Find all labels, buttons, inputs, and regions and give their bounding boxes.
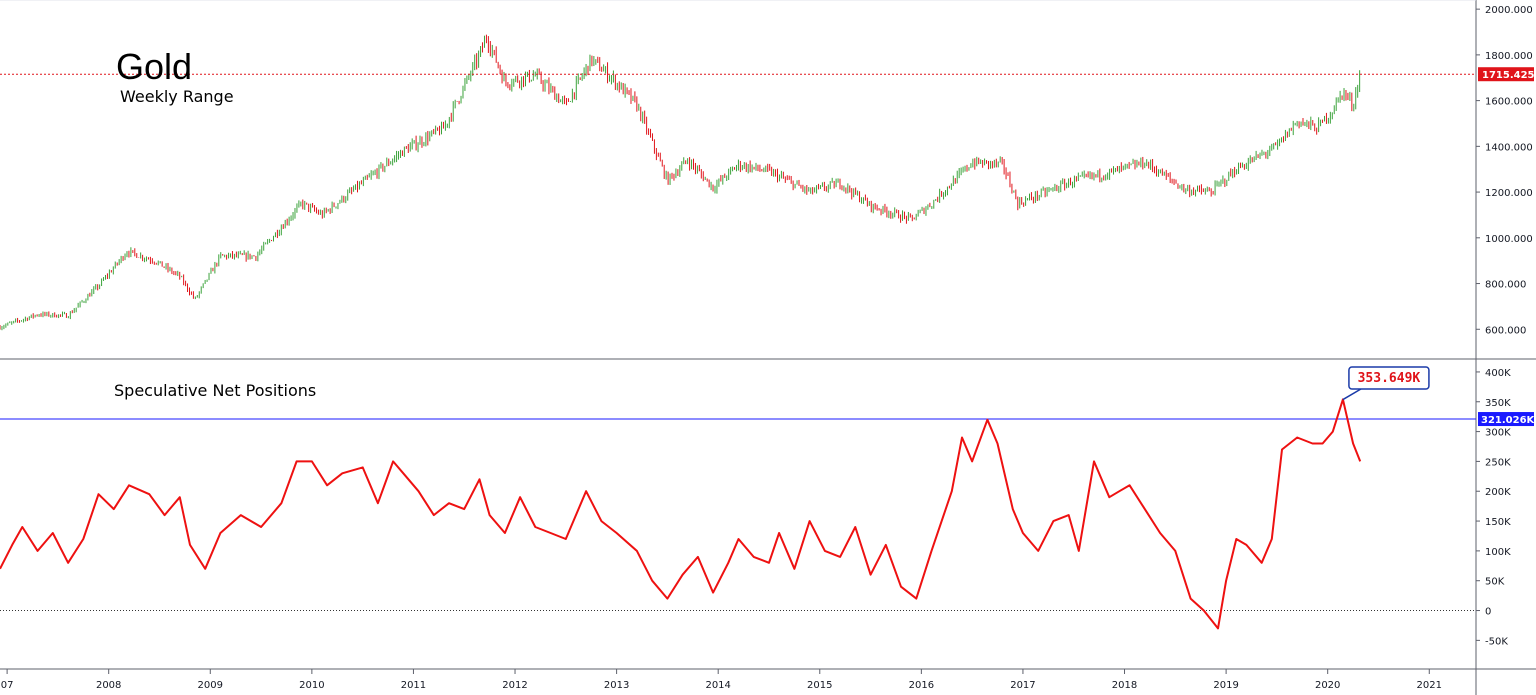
x-tick-label: 2011: [401, 680, 426, 691]
callout-leader: [1342, 388, 1362, 401]
upper-y-axis[interactable]: 600.000 800.000 1000.000 1200.000 1400.000 16…: [1476, 5, 1533, 336]
upper-tick-label: 1400.000: [1485, 142, 1533, 153]
price-badge-bg: [1478, 67, 1534, 82]
price-badge-label: 1715.425: [1482, 70, 1535, 81]
x-tick-label: 2017: [1010, 680, 1035, 691]
x-tick-label: 2019: [1213, 680, 1238, 691]
lower-tick-label: 300K: [1485, 428, 1511, 439]
x-tick-label: 2010: [299, 680, 324, 691]
upper-tick-label: 600.000: [1485, 325, 1526, 336]
chart-subtitle: Weekly Range: [120, 87, 234, 106]
x-tick-label: 07: [1, 680, 14, 691]
callout-box: [1348, 366, 1430, 390]
x-tick-label: 2013: [604, 680, 629, 691]
upper-tick-label: 800.000: [1485, 280, 1526, 291]
lower-y-axis[interactable]: -50K 0 50K 100K 150K 200K 250K 300K 350K 400K: [1476, 368, 1511, 647]
lower-tick-label: 200K: [1485, 487, 1511, 498]
max-callout: 353.649K: [1342, 366, 1430, 401]
x-tick-label: 2012: [502, 680, 527, 691]
upper-tick-label: 2000.000: [1485, 5, 1533, 16]
gold-candles[interactable]: [0, 34, 1361, 331]
upper-tick-label: 1000.000: [1485, 234, 1533, 245]
net-badge-bg: [1478, 412, 1534, 427]
lower-tick-label: 350K: [1485, 398, 1511, 409]
upper-tick-label: 1600.000: [1485, 97, 1533, 108]
lower-tick-label: 400K: [1485, 368, 1511, 379]
time-axis[interactable]: 07 2008 2009 2010 2011 2012 2013 2014 2015 2016 20…: [1, 669, 1442, 691]
lower-tick-label: 50K: [1485, 577, 1505, 588]
x-tick-label: 2008: [96, 680, 121, 691]
lower-tick-label: 150K: [1485, 517, 1511, 528]
lower-tick-label: 0: [1485, 607, 1491, 618]
x-tick-label: 2014: [705, 680, 730, 691]
x-tick-label: 2015: [807, 680, 832, 691]
x-tick-label: 2021: [1417, 680, 1442, 691]
x-tick-label: 2009: [198, 680, 223, 691]
chart-title: Gold: [116, 46, 192, 87]
lower-pane-title: Speculative Net Positions: [114, 381, 316, 400]
x-tick-label: 2018: [1112, 680, 1137, 691]
net-positions-line[interactable]: [0, 398, 1362, 630]
lower-tick-label: -50K: [1485, 636, 1508, 647]
upper-tick-label: 1800.000: [1485, 51, 1533, 62]
lower-tick-label: 250K: [1485, 457, 1511, 468]
upper-tick-label: 1200.000: [1485, 188, 1533, 199]
net-badge-label: 321.026K: [1481, 415, 1536, 426]
x-tick-label: 2020: [1315, 680, 1340, 691]
lower-tick-label: 100K: [1485, 547, 1511, 558]
net-badge: 321.026K: [1478, 412, 1536, 427]
callout-label: 353.649K: [1358, 371, 1421, 386]
price-badge: 1715.425: [1478, 67, 1535, 82]
x-tick-label: 2016: [909, 680, 934, 691]
